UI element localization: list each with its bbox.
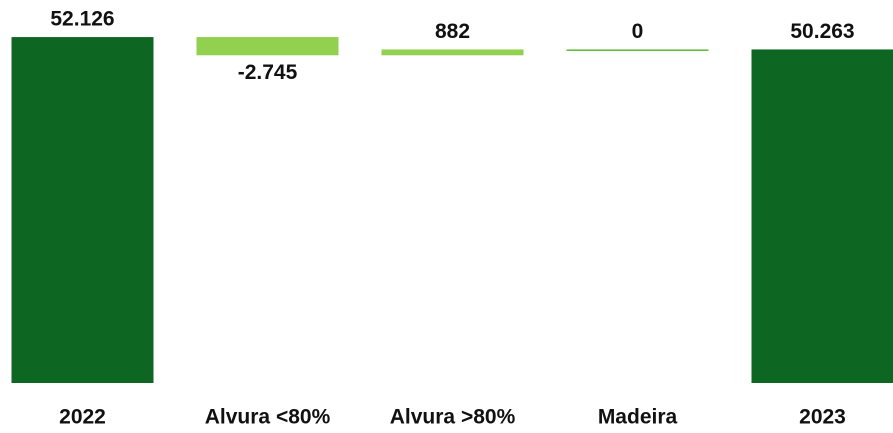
bar bbox=[566, 49, 709, 51]
value-label: -2.745 bbox=[238, 61, 298, 84]
x-tick-label: 2023 bbox=[799, 406, 846, 429]
value-label: 0 bbox=[632, 20, 644, 43]
x-tick-label: Alvura <80% bbox=[205, 406, 331, 429]
value-label: 882 bbox=[435, 20, 470, 43]
bar bbox=[196, 37, 339, 56]
x-tick-label: 2022 bbox=[59, 406, 106, 429]
x-tick-label: Alvura >80% bbox=[390, 406, 516, 429]
bar bbox=[751, 49, 893, 383]
value-label: 52.126 bbox=[50, 8, 114, 31]
bar bbox=[381, 49, 524, 56]
bar bbox=[11, 37, 154, 384]
x-tick-label: Madeira bbox=[598, 406, 678, 429]
value-label: 50.263 bbox=[790, 20, 854, 43]
